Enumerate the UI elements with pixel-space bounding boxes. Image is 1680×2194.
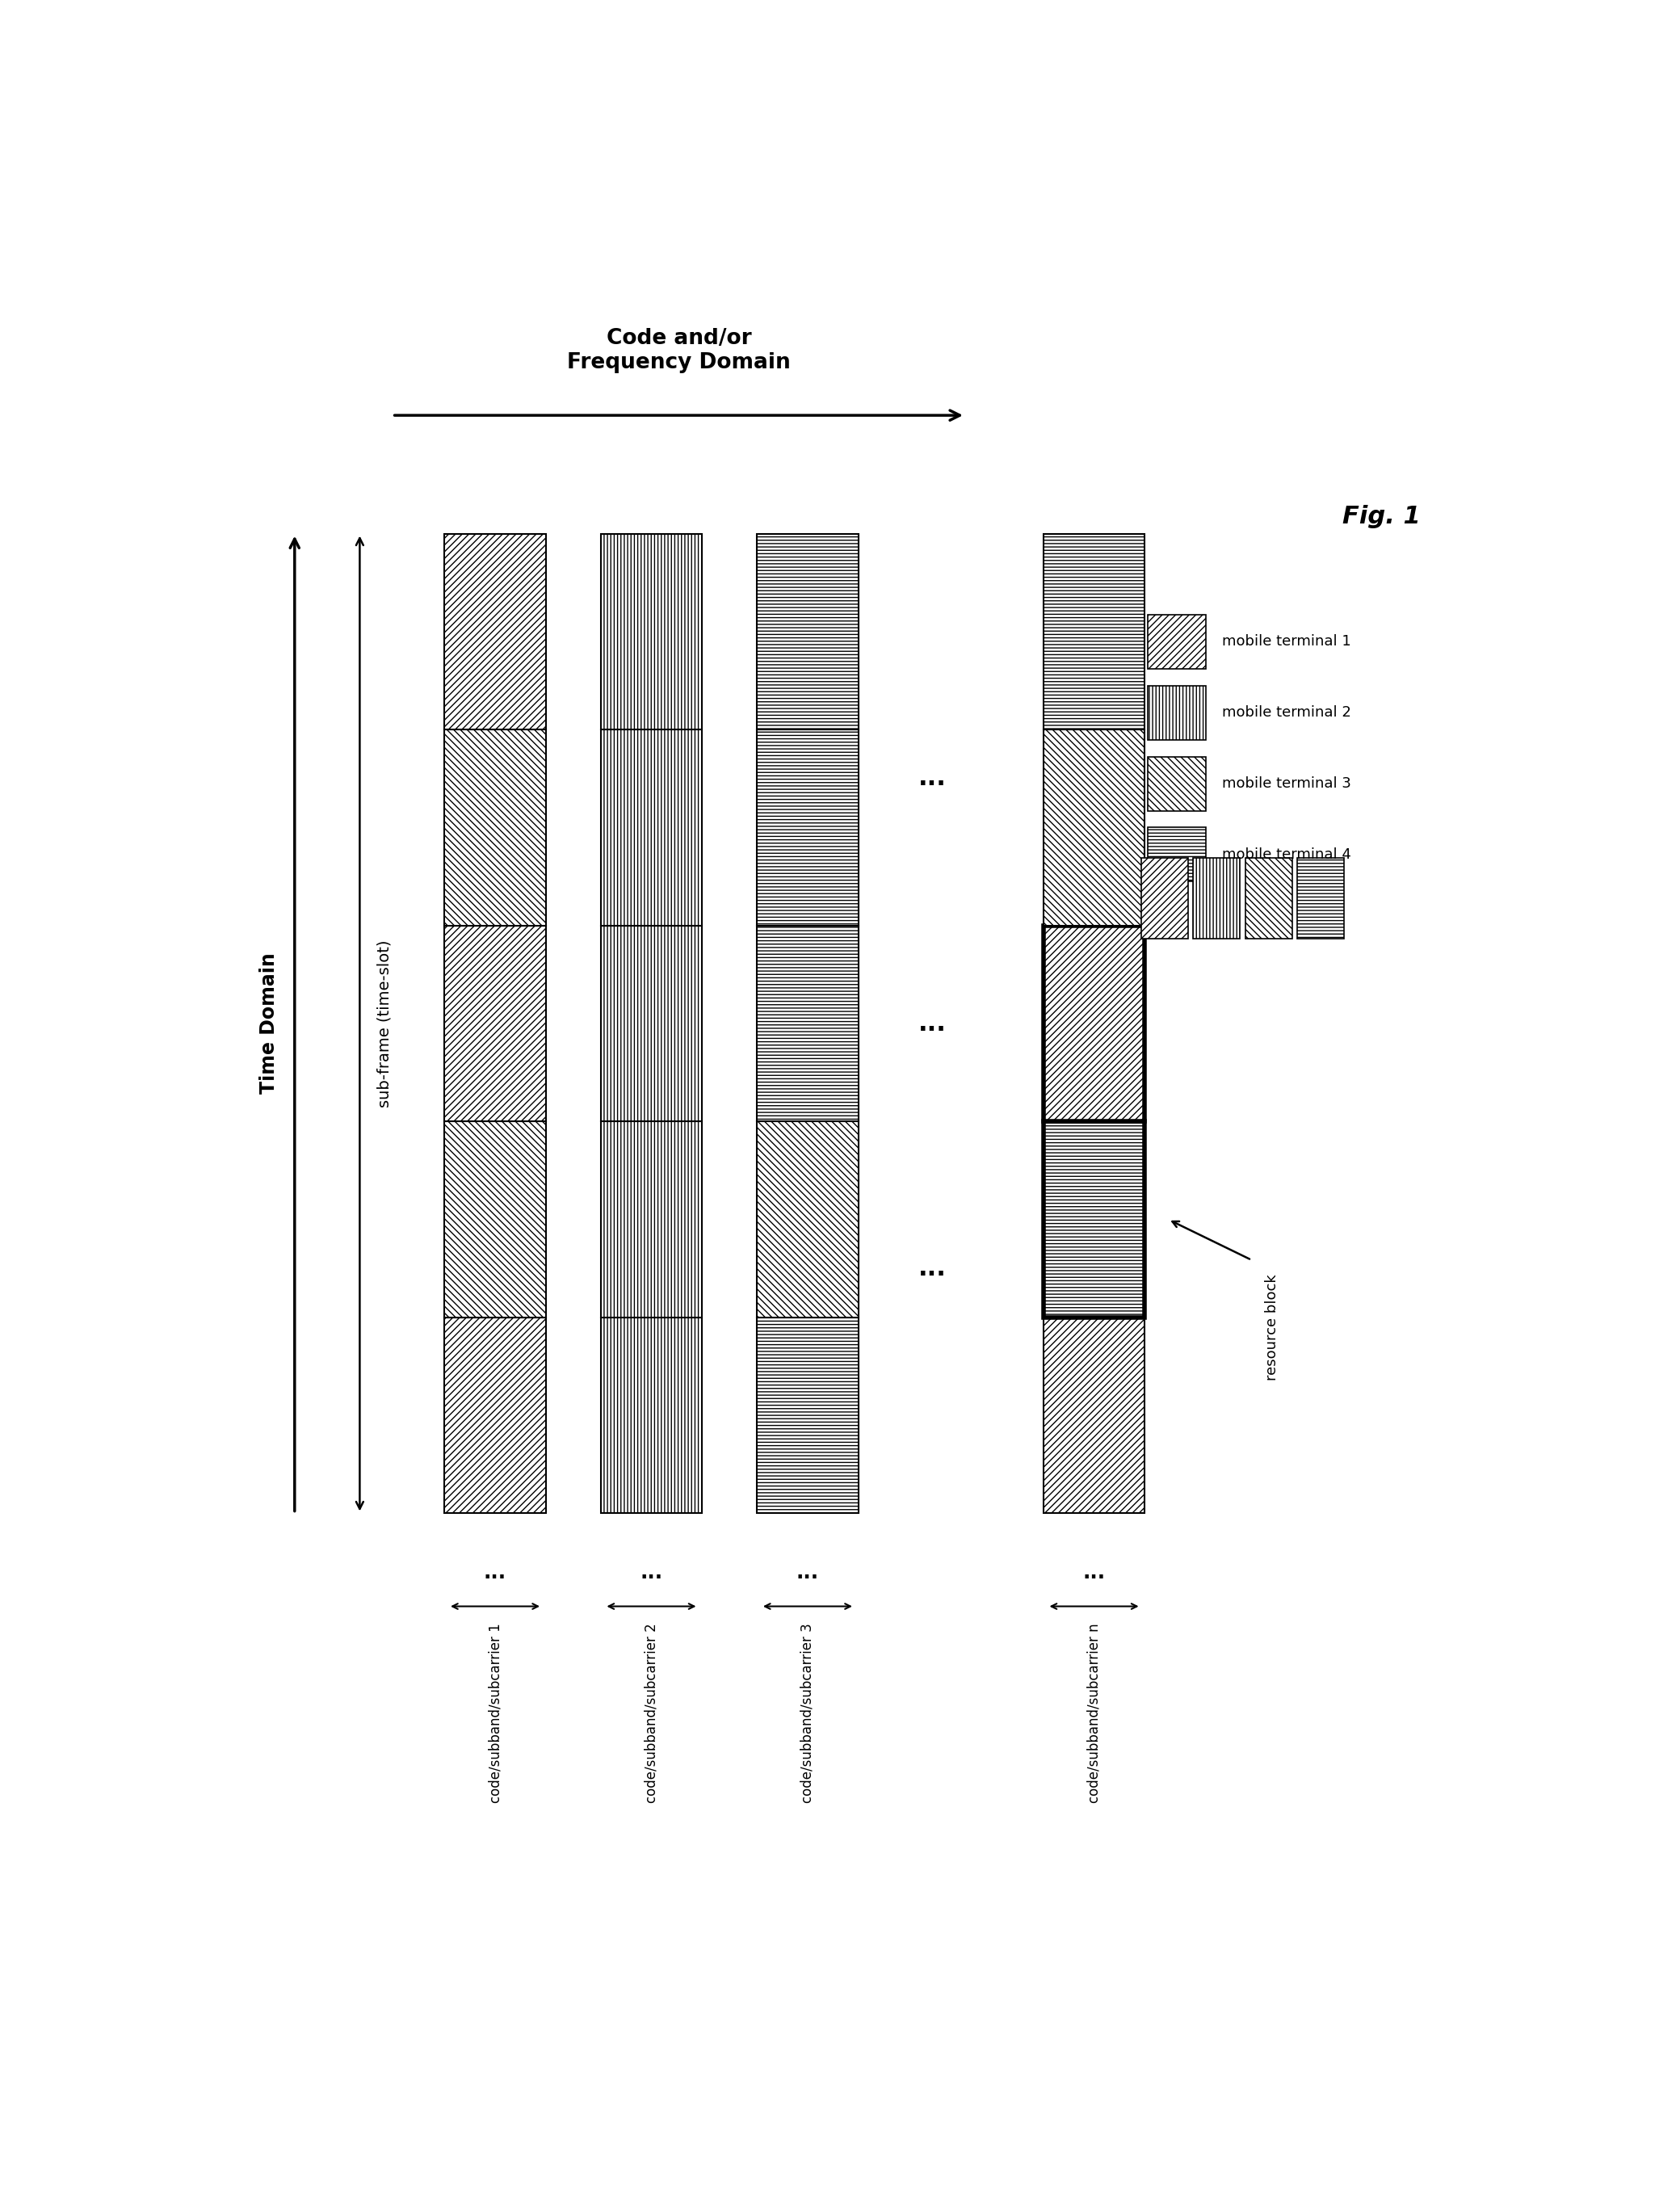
- Text: ...: ...: [640, 1562, 662, 1582]
- Bar: [601, 533, 702, 731]
- Text: Code and/or
Frequency Domain: Code and/or Frequency Domain: [566, 327, 791, 373]
- Text: mobile terminal 2: mobile terminal 2: [1221, 706, 1351, 720]
- Bar: [1043, 1316, 1144, 1514]
- Text: mobile terminal 4: mobile terminal 4: [1221, 847, 1351, 862]
- Bar: [444, 533, 546, 731]
- Text: code/subband/subcarrier n: code/subband/subcarrier n: [1087, 1624, 1102, 1803]
- Bar: [444, 1316, 546, 1514]
- Bar: [1043, 731, 1144, 926]
- Bar: [1043, 926, 1144, 1121]
- Bar: [444, 731, 546, 926]
- Bar: [1043, 1121, 1144, 1316]
- Bar: [601, 1121, 702, 1316]
- Text: ...: ...: [919, 1011, 948, 1036]
- Bar: [1147, 757, 1206, 810]
- Bar: [601, 926, 702, 1121]
- Bar: [444, 926, 546, 1121]
- Bar: [1297, 858, 1344, 939]
- Text: ...: ...: [484, 1562, 506, 1582]
- Bar: [756, 1121, 858, 1316]
- Bar: [1043, 533, 1144, 731]
- Bar: [601, 731, 702, 926]
- Text: Fig. 1: Fig. 1: [1342, 505, 1421, 529]
- Bar: [756, 926, 858, 1121]
- Bar: [1147, 687, 1206, 739]
- Bar: [1147, 827, 1206, 882]
- Text: ...: ...: [1082, 1562, 1105, 1582]
- Text: ...: ...: [796, 1562, 818, 1582]
- Text: resource block: resource block: [1265, 1275, 1278, 1380]
- Text: mobile terminal 3: mobile terminal 3: [1221, 777, 1351, 790]
- Bar: [1245, 858, 1292, 939]
- Text: code/subband/subcarrier 3: code/subband/subcarrier 3: [800, 1624, 815, 1803]
- Text: sub-frame (time-slot): sub-frame (time-slot): [376, 939, 391, 1108]
- Text: mobile terminal 1: mobile terminal 1: [1221, 634, 1351, 649]
- Text: code/subband/subcarrier 1: code/subband/subcarrier 1: [487, 1624, 502, 1803]
- Bar: [1147, 614, 1206, 669]
- Text: ...: ...: [919, 768, 948, 790]
- Bar: [601, 1316, 702, 1514]
- Bar: [756, 731, 858, 926]
- Text: ...: ...: [919, 1257, 948, 1279]
- Bar: [444, 1121, 546, 1316]
- Bar: [1193, 858, 1240, 939]
- Bar: [756, 1316, 858, 1514]
- Text: code/subband/subcarrier 2: code/subband/subcarrier 2: [643, 1624, 659, 1803]
- Bar: [1141, 858, 1188, 939]
- Text: Time Domain: Time Domain: [259, 952, 279, 1095]
- Bar: [756, 533, 858, 731]
